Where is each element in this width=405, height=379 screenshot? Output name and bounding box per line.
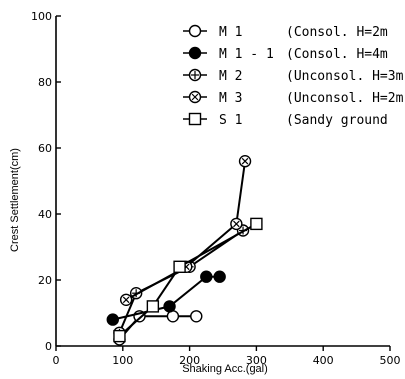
x-axis-title: Shaking Acc.(gal): [182, 363, 268, 375]
x-tick-label-300: 300: [246, 354, 267, 367]
y-tick-label-40: 40: [38, 208, 52, 221]
data-point-m-3-4: [238, 154, 252, 168]
x-tick-label-100: 100: [112, 354, 133, 367]
data-point-s-1-2: [146, 300, 160, 313]
legend-marker: [188, 90, 202, 104]
y-tick-label-80: 80: [38, 76, 52, 89]
series-m-1-1: [106, 270, 226, 326]
x-tick-label-200: 200: [179, 354, 200, 367]
series-line-m-1: [118, 315, 197, 341]
legend-item-m-2: M 2 (Unconsol. H=3m: [183, 68, 404, 84]
data-point-s-1-1: [113, 329, 126, 343]
data-point-m-1-4: [190, 310, 203, 323]
data-point-m-1-1-2: [163, 300, 176, 313]
legend-label: M 1 - 1: [219, 47, 274, 62]
y-tick-label-100: 100: [31, 10, 52, 23]
series-layer: [106, 154, 263, 346]
legend-condition: (Unconsol. H=2m: [286, 91, 404, 106]
y-tick-label-20: 20: [38, 274, 52, 287]
data-point-s-1-4: [250, 217, 263, 231]
y-axis-title: Crest Settlement(cm): [9, 148, 21, 252]
y-ticks: 0 20 40 60 80 100: [31, 10, 61, 353]
y-tick-label-0: 0: [45, 340, 52, 353]
legend: M 1 (Consol. H=2m M 1 - 1 (Consol. H=4m M 2 (…: [183, 24, 404, 128]
x-tick-label-400: 400: [313, 354, 334, 367]
x-ticks: 0 100 200 300 400 500: [53, 346, 401, 367]
legend-label: M 1: [219, 25, 242, 40]
series-line-s-1: [118, 223, 257, 337]
series-m-3: [119, 154, 252, 306]
data-point-m-1-1-1: [106, 313, 119, 326]
series-line-m-1-1: [112, 275, 220, 321]
legend-marker: [188, 68, 202, 82]
x-tick-label-0: 0: [53, 354, 60, 367]
legend-item-m-3: M 3 (Unconsol. H=2m: [183, 90, 404, 106]
legend-condition: (Consol. H=2m: [286, 25, 388, 40]
data-point-m-1-1-3: [200, 270, 213, 283]
data-point-m-3-1: [119, 293, 133, 306]
x-tick-label-500: 500: [380, 354, 401, 367]
legend-item-m-1-1: M 1 - 1 (Consol. H=4m: [183, 46, 388, 62]
legend-label: M 2: [219, 69, 242, 84]
series-s-1: [113, 217, 263, 343]
legend-marker: [188, 112, 202, 126]
axes: [55, 16, 390, 347]
data-point-m-1-1-4: [213, 270, 226, 283]
legend-item-s-1: S 1 (Sandy ground: [183, 112, 388, 128]
legend-condition: (Consol. H=4m: [286, 47, 388, 62]
legend-item-m-1: M 1 (Consol. H=2m: [183, 24, 388, 40]
legend-marker: [188, 24, 202, 38]
legend-marker: [188, 46, 202, 60]
legend-label: S 1: [219, 113, 242, 128]
y-tick-label-60: 60: [38, 142, 52, 155]
series-line-m-3: [125, 161, 247, 301]
legend-condition: (Sandy ground: [286, 113, 388, 128]
data-point-m-3-3: [230, 217, 243, 231]
data-point-s-1-3: [173, 260, 186, 273]
legend-condition: (Unconsol. H=3m: [286, 69, 404, 84]
legend-label: M 3: [219, 91, 242, 106]
